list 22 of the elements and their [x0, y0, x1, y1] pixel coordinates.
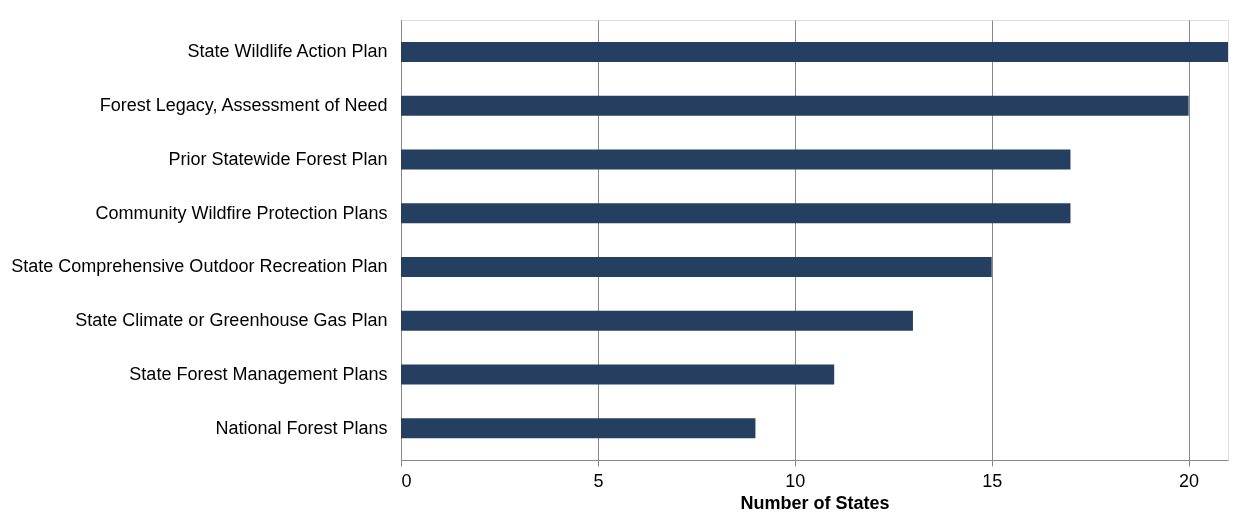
bar	[401, 364, 835, 385]
bar	[401, 149, 1071, 170]
y-tick-label: Forest Legacy, Assessment of Need	[99, 95, 388, 116]
y-tick-label: State Comprehensive Outdoor Recreation Plan	[11, 256, 388, 277]
y-tick-label: Community Wildfire Protection Plans	[95, 202, 388, 223]
bar	[401, 95, 1189, 116]
x-tick-label: 5	[593, 470, 604, 491]
bar	[401, 41, 1228, 62]
bar	[401, 256, 992, 277]
y-tick-label: Prior Statewide Forest Plan	[168, 148, 388, 169]
x-tick-label: 20	[1179, 470, 1200, 491]
y-tick-label: State Forest Management Plans	[129, 363, 388, 384]
bar	[401, 203, 1071, 224]
bar	[401, 310, 913, 331]
y-tick-label: State Wildlife Action Plan	[187, 41, 388, 62]
x-tick-label: 10	[785, 470, 806, 491]
bar	[401, 418, 756, 439]
x-tick-label: 0	[401, 470, 412, 491]
y-tick-label: State Climate or Greenhouse Gas Plan	[75, 310, 388, 331]
x-tick-label: 15	[982, 470, 1003, 491]
y-tick-label: National Forest Plans	[215, 417, 388, 438]
x-axis-title: Number of States	[740, 492, 890, 513]
